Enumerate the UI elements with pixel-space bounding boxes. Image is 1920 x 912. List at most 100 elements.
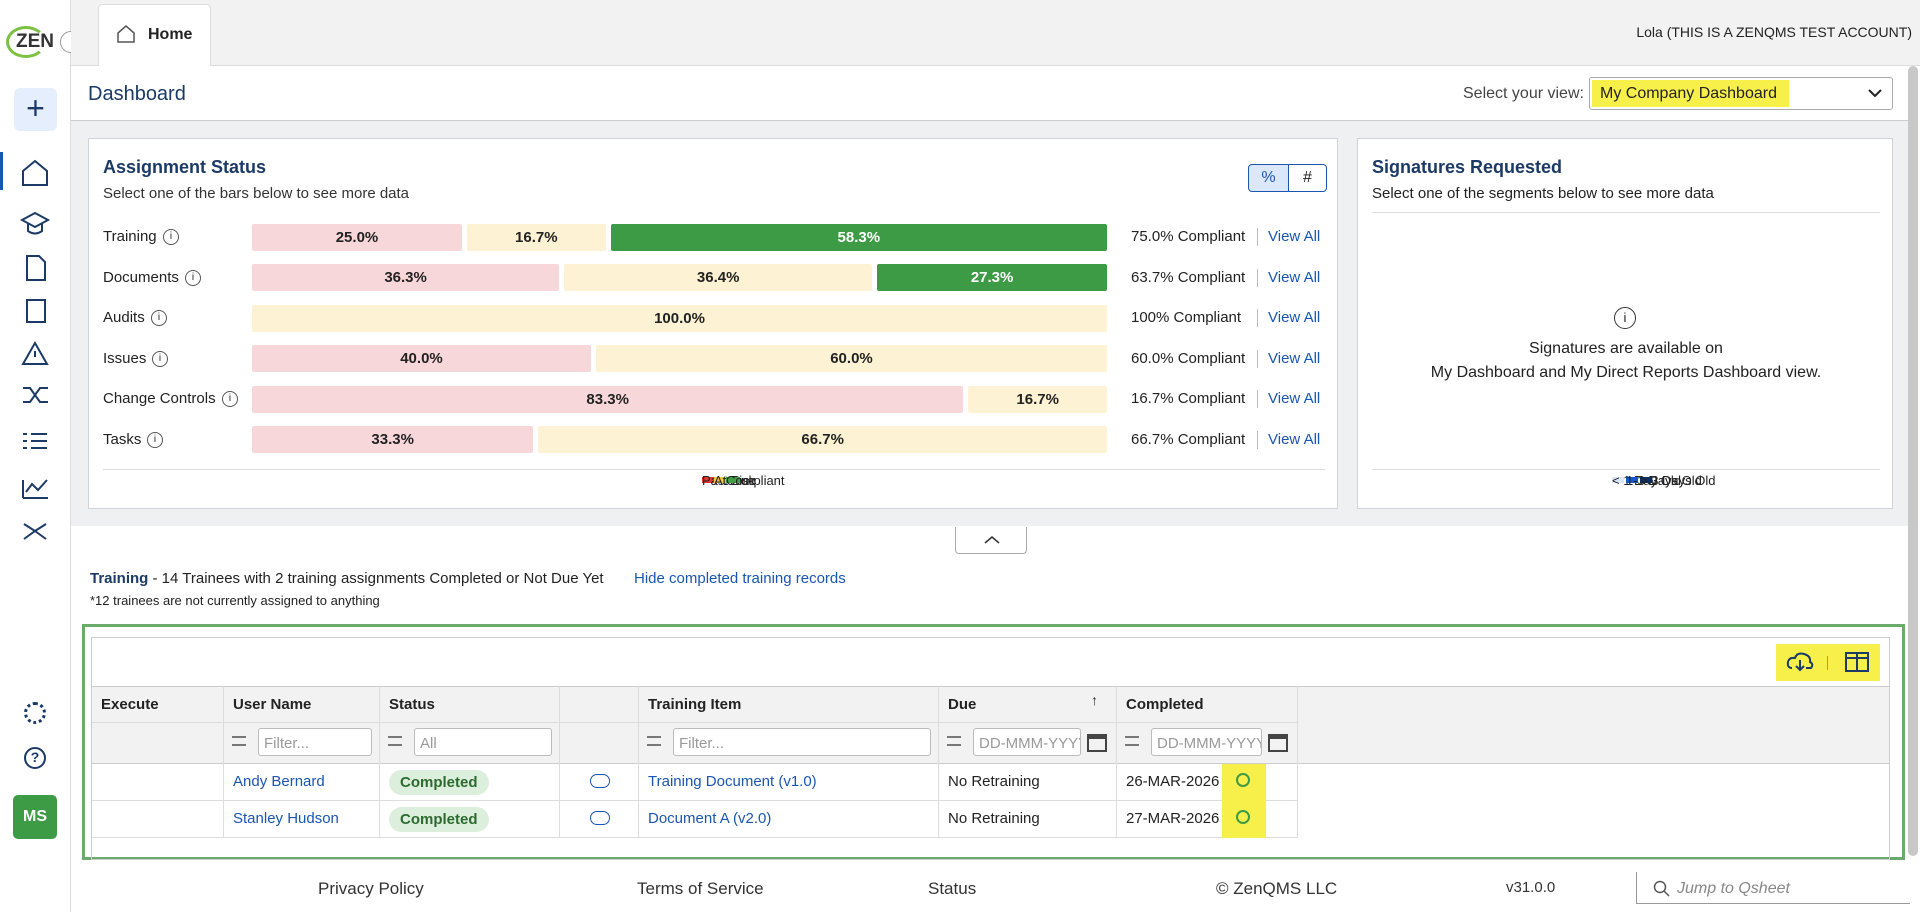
bar-segment[interactable]: 36.4% bbox=[564, 264, 873, 291]
home-tab[interactable] bbox=[98, 4, 211, 66]
column-header[interactable]: Completed bbox=[1117, 686, 1298, 722]
bar-segment[interactable]: 16.7% bbox=[968, 385, 1107, 413]
filter-cell: DD-MMM-YYYY bbox=[1117, 722, 1298, 764]
search-box[interactable]: Jump to Qsheet bbox=[1636, 872, 1910, 904]
download-icon[interactable] bbox=[590, 774, 610, 788]
dashboard-title: Dashboard bbox=[88, 83, 186, 105]
collapse-arrow bbox=[984, 536, 1000, 544]
column-header[interactable]: Training Item bbox=[639, 686, 939, 722]
user-name[interactable]: Lola (THIS IS A ZENQMS TEST ACCOUNT) bbox=[1636, 24, 1912, 40]
training-icon[interactable] bbox=[20, 211, 51, 235]
row-label: Issues bbox=[103, 349, 147, 367]
view-all-link[interactable]: View All bbox=[1268, 309, 1321, 326]
cell-text[interactable]: Stanley Hudson bbox=[233, 810, 339, 827]
cell-text[interactable]: Training Document (v1.0) bbox=[648, 773, 817, 790]
legend-label: Compliant bbox=[726, 472, 785, 488]
column-header bbox=[560, 686, 639, 722]
bar-segment[interactable]: 83.3% bbox=[252, 385, 964, 413]
network-icon[interactable] bbox=[23, 523, 47, 540]
column-header[interactable]: Status bbox=[380, 686, 560, 722]
message: My Dashboard and My Direct Reports Dashb… bbox=[1430, 364, 1822, 381]
view-all-link[interactable]: View All bbox=[1268, 268, 1321, 286]
bar-segment[interactable]: 25.0% bbox=[252, 223, 462, 251]
cell-text[interactable]: Andy Bernard bbox=[233, 773, 325, 790]
table-cell bbox=[560, 764, 639, 801]
table-cell: Training Document (v1.0) bbox=[639, 764, 939, 801]
training-summary-text: - 14 Trainees with 2 training assignment… bbox=[148, 570, 604, 587]
view-all-link[interactable]: View All bbox=[1268, 390, 1321, 407]
bar-segment[interactable]: 40.0% bbox=[252, 345, 591, 372]
bar-segment[interactable]: 16.7% bbox=[467, 223, 606, 251]
cell-text: 26-MAR-2026 bbox=[1126, 773, 1220, 790]
tasks-icon[interactable] bbox=[23, 433, 47, 449]
calendar-icon[interactable] bbox=[1268, 734, 1288, 752]
home-icon[interactable] bbox=[22, 159, 48, 186]
filter-input[interactable]: Filter... bbox=[673, 728, 931, 756]
dropdown-arrow bbox=[1868, 89, 1882, 98]
view-select[interactable]: My Company Dashboard bbox=[1589, 77, 1893, 110]
filter-input[interactable]: DD-MMM-YYYY bbox=[973, 728, 1081, 756]
issues-icon[interactable] bbox=[21, 340, 49, 365]
cell-text[interactable]: Document A (v2.0) bbox=[648, 810, 772, 827]
compliance: 75.0% Compliant bbox=[1131, 228, 1246, 245]
add-button[interactable]: + bbox=[14, 88, 57, 131]
bar-segment[interactable]: 27.3% bbox=[877, 264, 1107, 291]
legend-swatch bbox=[1626, 477, 1638, 483]
bar-segment[interactable]: 100.0% bbox=[252, 304, 1107, 332]
active-indicator bbox=[0, 152, 3, 190]
top-bar bbox=[71, 0, 1920, 66]
hide-completed-link[interactable]: Hide completed training records bbox=[634, 570, 846, 587]
certificate-icon[interactable] bbox=[1236, 810, 1250, 824]
documents-icon[interactable] bbox=[26, 255, 46, 281]
tab-home-icon bbox=[117, 25, 135, 43]
bar-segment[interactable]: 58.3% bbox=[610, 223, 1107, 251]
row-label: Change Controls bbox=[103, 390, 216, 407]
column-header[interactable]: Execute bbox=[92, 686, 224, 722]
view-all-link[interactable]: View All bbox=[1268, 430, 1321, 448]
download-icon[interactable] bbox=[590, 811, 610, 825]
avatar[interactable]: MS bbox=[13, 795, 57, 839]
compliance: 66.7% Compliant bbox=[1131, 430, 1246, 448]
columns-icon[interactable] bbox=[1844, 651, 1870, 673]
panel-subtitle: Select one of the segments below to see … bbox=[1372, 185, 1714, 202]
audits-icon[interactable] bbox=[26, 299, 46, 323]
bar-segment[interactable]: 66.7% bbox=[538, 426, 1107, 453]
settings-icon[interactable] bbox=[24, 702, 46, 724]
footer-link[interactable]: Privacy Policy bbox=[318, 879, 424, 898]
tab-label[interactable]: Home bbox=[148, 26, 193, 43]
percent-toggle[interactable]: % bbox=[1248, 164, 1289, 192]
footer-link[interactable]: Status bbox=[928, 879, 977, 898]
info-icon: i bbox=[147, 431, 163, 448]
filter-input[interactable]: DD-MMM-YYYY bbox=[1151, 728, 1262, 756]
bar-segment[interactable]: 33.3% bbox=[252, 426, 534, 453]
certificate-icon[interactable] bbox=[1236, 773, 1250, 787]
filter-input[interactable]: Filter... bbox=[258, 728, 372, 756]
compliance: 16.7% Compliant bbox=[1131, 390, 1246, 407]
table-cell: Stanley Hudson bbox=[224, 801, 380, 838]
column-header[interactable]: User Name bbox=[224, 686, 380, 722]
bar-segment[interactable]: 60.0% bbox=[596, 345, 1107, 372]
table-cell: Andy Bernard bbox=[224, 764, 380, 801]
compliance: 60.0% Compliant bbox=[1131, 349, 1246, 367]
reports-icon[interactable] bbox=[22, 479, 48, 499]
legend-swatch bbox=[1640, 477, 1652, 483]
filter-cell: Filter... bbox=[639, 722, 939, 764]
cell-text: 27-MAR-2026 bbox=[1126, 810, 1220, 827]
cell-text: No Retraining bbox=[948, 773, 1040, 790]
footer-link[interactable]: Terms of Service bbox=[637, 879, 764, 898]
bar-segment[interactable]: 36.3% bbox=[252, 264, 560, 291]
view-all-link[interactable]: View All bbox=[1268, 228, 1321, 245]
download-icon[interactable] bbox=[1786, 650, 1814, 674]
table-cell bbox=[92, 764, 224, 801]
training-table: Execute User Name Filter... Status All Traini… bbox=[91, 637, 1890, 860]
calendar-icon[interactable] bbox=[1087, 734, 1107, 752]
help-icon[interactable]: ? bbox=[24, 747, 46, 769]
logo[interactable] bbox=[6, 26, 46, 58]
count-toggle[interactable]: # bbox=[1288, 164, 1327, 192]
filter-input[interactable]: All bbox=[414, 728, 552, 756]
column-header[interactable]: Due bbox=[939, 686, 1117, 722]
change-icon[interactable] bbox=[23, 387, 48, 403]
view-all-link[interactable]: View All bbox=[1268, 349, 1321, 367]
collapse-button[interactable] bbox=[955, 527, 1027, 554]
